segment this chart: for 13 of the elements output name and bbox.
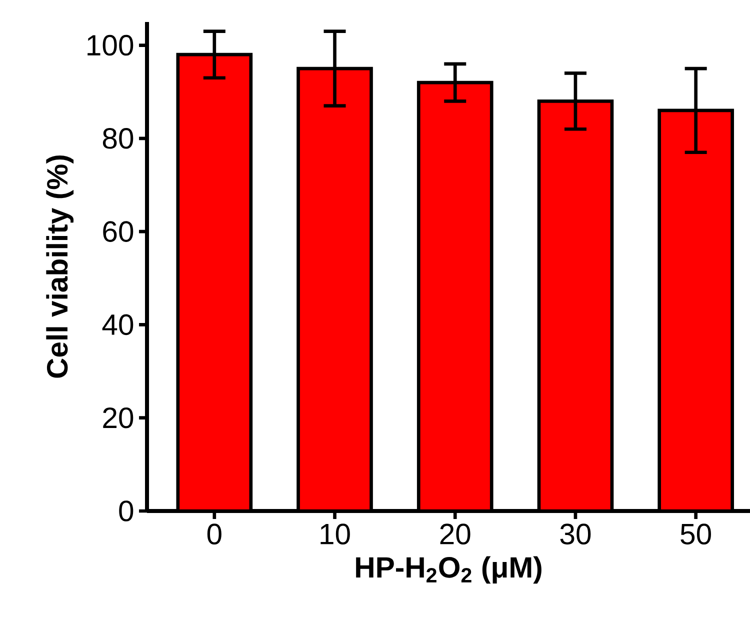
x-tick-label: 10 (320, 524, 350, 544)
y-axis-title: Cell viability (%) (46, 156, 74, 378)
y-tick-label: 0 (119, 500, 134, 522)
y-tick-label: 40 (102, 314, 134, 336)
y-tick-label: 100 (88, 34, 134, 56)
x-tick-label: 0 (207, 524, 222, 544)
x-tick-label: 20 (440, 524, 470, 544)
x-tick-label: 30 (560, 524, 591, 544)
y-tick-label: 60 (103, 221, 134, 242)
x-tick-label: 50 (680, 524, 711, 544)
x-axis-title: HP-H$_{2}$O$_{2}$ (μM) (356, 556, 542, 584)
y-tick-label: 20 (103, 407, 134, 428)
y-tick-label: 80 (102, 128, 134, 149)
